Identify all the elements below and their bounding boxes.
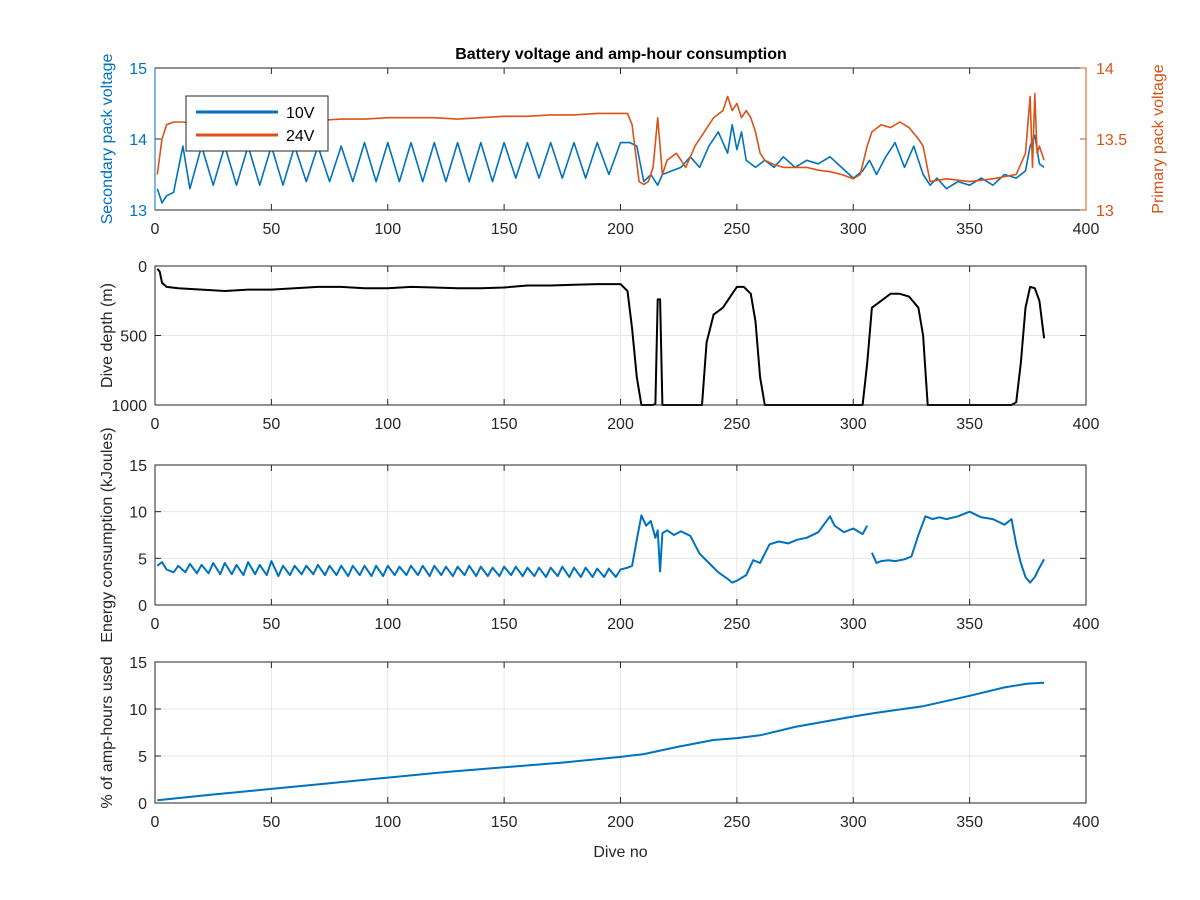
legend-label-10v: 10V [286,105,315,122]
x-axis-label: Dive no [593,844,647,861]
x-tick-label: 100 [374,416,401,433]
x-tick-label: 50 [262,416,280,433]
x-tick-label: 150 [491,814,518,831]
series-line-energy-seg1 [870,510,1045,584]
y-axis-label: Energy consumption (kJoules) [99,427,116,642]
subplot-amphours: 0 50 100 150 200 250 300 350 400 0 5 10 15 % of amp-h… [99,655,1099,861]
x-tick-label: 0 [151,616,160,633]
x-tick-label: 300 [840,814,867,831]
x-tick-label: 50 [262,814,280,831]
subplot-depth: 0 50 100 150 200 250 300 350 400 0 500 1000 Dive dep… [99,259,1099,433]
y-tick-label: 5 [138,749,147,766]
x-tick-label: 150 [491,221,518,238]
figure-title: Battery voltage and amp-hour consumption [455,46,787,63]
x-tick-label: 200 [607,221,634,238]
series-line-24v [156,92,1045,186]
y-tick-label: 0 [138,796,147,813]
series-line-amphours [157,681,1045,802]
y-tick-label: 10 [129,505,147,522]
x-tick-label: 150 [491,616,518,633]
x-tick-label: 250 [724,221,751,238]
x-tick-label: 100 [374,814,401,831]
x-tick-label: 50 [262,616,280,633]
x-tick-label: 0 [151,416,160,433]
x-tick-label: 100 [374,221,401,238]
y-tick-label: 500 [120,329,147,346]
y-tick-label: 0 [138,259,147,276]
y-tick-label: 14 [129,132,147,149]
y-right-tick-label: 13 [1096,203,1114,220]
x-tick-label: 200 [607,814,634,831]
x-tick-label: 400 [1073,814,1100,831]
y-axis-label: Dive depth (m) [99,283,116,388]
x-tick-label: 200 [607,416,634,433]
series-line-energy-seg0 [156,514,869,584]
x-tick-label: 100 [374,616,401,633]
x-tick-label: 0 [151,221,160,238]
x-tick-label: 250 [724,814,751,831]
x-tick-label: 400 [1073,416,1100,433]
x-tick-label: 200 [607,616,634,633]
y-tick-label: 13 [129,203,147,220]
y-right-tick-label: 13.5 [1096,132,1127,149]
y-tick-label: 10 [129,702,147,719]
y-tick-label: 1000 [111,398,147,415]
y-tick-label: 15 [129,61,147,78]
y-tick-label: 5 [138,551,147,568]
x-tick-label: 300 [840,616,867,633]
y-tick-label: 0 [138,598,147,615]
y-right-tick-label: 14 [1096,61,1114,78]
x-tick-label: 250 [724,616,751,633]
x-tick-label: 400 [1073,221,1100,238]
x-tick-label: 150 [491,416,518,433]
y-axis-label: % of amp-hours used [99,656,116,808]
y-right-axis-label: Primary pack voltage [1150,64,1167,213]
subplot-energy: 0 50 100 150 200 250 300 350 400 0 5 10 15 Energy con… [99,427,1099,642]
legend-label-24v: 24V [286,128,315,145]
x-tick-label: 350 [956,221,983,238]
y-tick-label: 15 [129,458,147,475]
y-tick-label: 15 [129,655,147,672]
y-axis-label: Secondary pack voltage [99,54,116,225]
legend-box [185,95,329,152]
x-tick-label: 350 [956,616,983,633]
x-tick-label: 50 [262,221,280,238]
x-tick-label: 350 [956,814,983,831]
series-line-10v [156,124,1045,204]
series-line-depth [156,268,1046,406]
x-tick-label: 300 [840,221,867,238]
x-tick-label: 0 [151,814,160,831]
x-tick-label: 350 [956,416,983,433]
x-tick-label: 400 [1073,616,1100,633]
x-tick-label: 250 [724,416,751,433]
x-tick-label: 300 [840,416,867,433]
